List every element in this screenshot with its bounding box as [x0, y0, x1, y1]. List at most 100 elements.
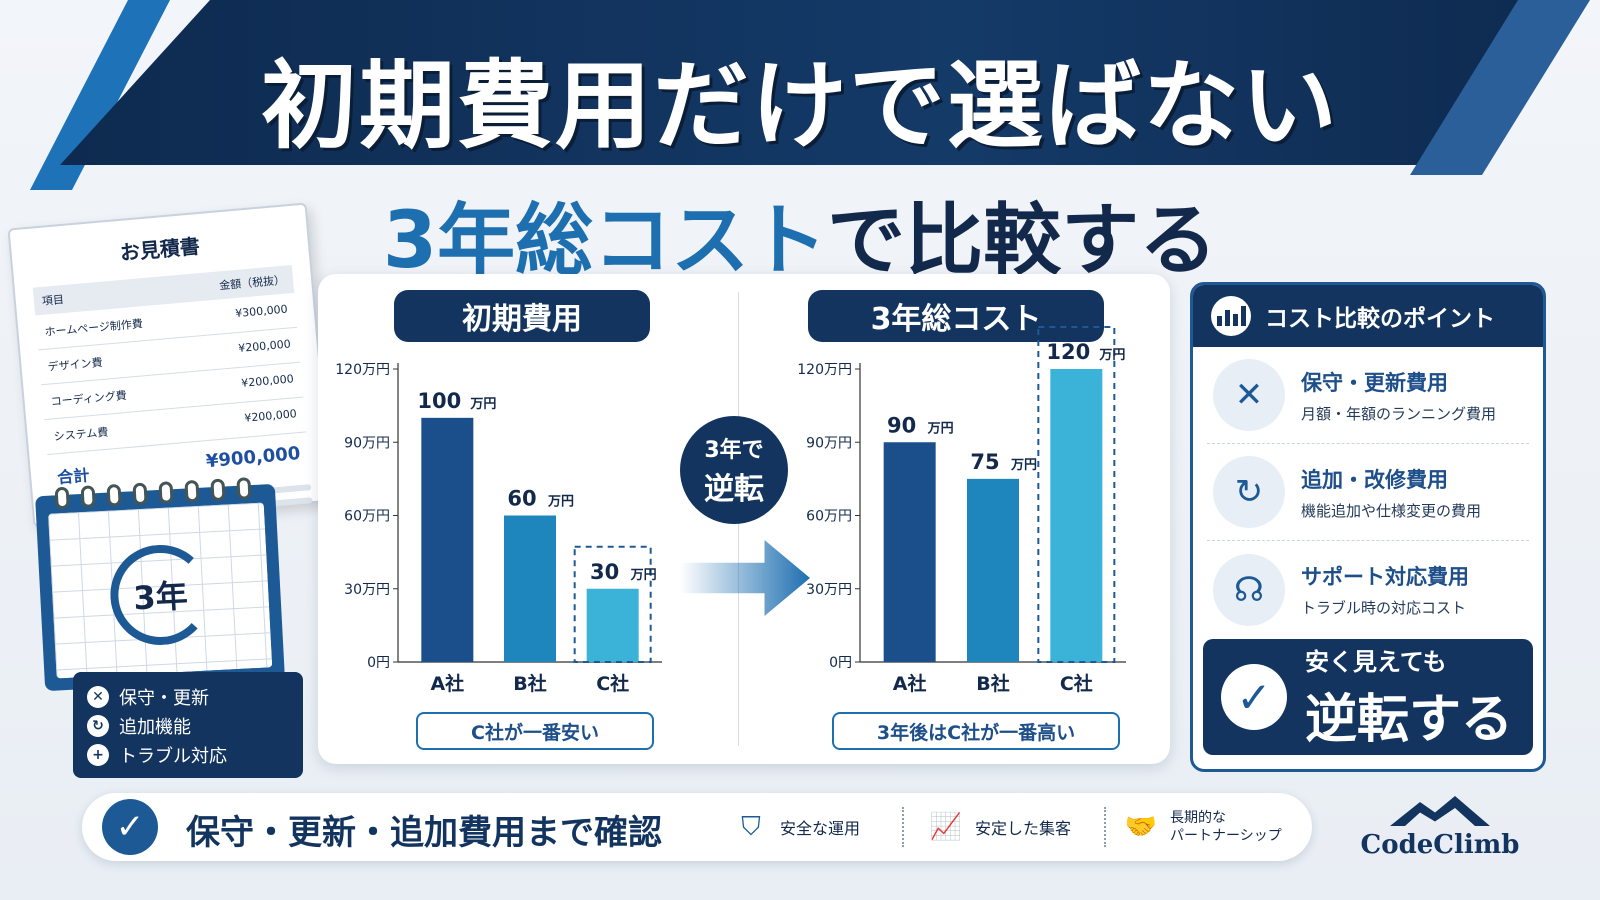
bar-value-label: 100	[417, 389, 461, 413]
bar-value-unit: 万円	[927, 421, 954, 436]
points-header: コスト比較のポイント	[1193, 285, 1543, 347]
point-desc: トラブル時の対応コスト	[1301, 599, 1467, 617]
point-item: ↻ 追加・改修費用機能追加や仕様変更の費用	[1207, 444, 1529, 541]
y-tick-label: 0円	[829, 655, 852, 671]
bottom-summary-text: 保守・更新・追加費用まで確認	[186, 813, 662, 853]
growth-chart-icon: 📈	[929, 812, 963, 842]
bar-value-label: 60	[507, 487, 536, 511]
estimate-document: お見積書 項目 金額（税抜） ホームページ制作費 ¥300,000 デザイン費 ¥2…	[7, 202, 333, 528]
calendar-illustration: 3年	[35, 477, 285, 692]
estimate-item: デザイン費	[47, 355, 104, 374]
callout-line2: 逆転する	[1305, 690, 1514, 750]
x-tick-label: A社	[430, 672, 464, 695]
reversal-callout: ✓ 安く見えても逆転する	[1203, 639, 1533, 755]
estimate-item: ホームページ制作費	[44, 317, 144, 339]
feature-item: ⛉ 安全な運用	[732, 803, 860, 851]
feature-item: 🤝 長期的な パートナーシップ	[1122, 803, 1282, 851]
estimate-amount: ¥200,000	[237, 337, 292, 355]
y-tick-label: 30万円	[806, 582, 852, 598]
refresh-icon: ↻	[1213, 456, 1285, 528]
logo-text: CodeClimb	[1360, 830, 1520, 860]
feature-label: 安全な運用	[780, 819, 861, 838]
x-tick-label: B社	[976, 672, 1009, 695]
bar-value-label: 120	[1046, 340, 1090, 364]
wrench-icon: ✕	[87, 685, 109, 708]
y-tick-label: 120万円	[335, 362, 390, 378]
estimate-item: コーディング費	[50, 388, 128, 409]
tools-icon: ✕	[1213, 359, 1285, 431]
calendar-label: 3年	[132, 576, 189, 618]
check-icon: ✓	[1221, 664, 1287, 730]
x-tick-label: C社	[596, 672, 629, 695]
point-title: 追加・改修費用	[1301, 467, 1448, 492]
point-item: ☊ サポート対応費用トラブル時の対応コスト	[1207, 541, 1529, 638]
x-tick-label: C社	[1060, 672, 1093, 695]
bar-value-label: 75	[970, 450, 999, 474]
bar-value-label: 30	[590, 560, 619, 584]
estimate-amount: ¥200,000	[240, 372, 295, 390]
y-tick-label: 60万円	[344, 509, 390, 525]
highlight-box	[1037, 326, 1116, 663]
y-tick-label: 90万円	[344, 435, 390, 451]
chart-note-initial: C社が一番安い	[416, 712, 654, 750]
estimate-total-label: 合計	[56, 465, 91, 488]
refresh-icon: ↻	[87, 714, 109, 737]
left-list-item: ↻ 追加機能	[87, 711, 289, 740]
bar-value-unit: 万円	[1010, 458, 1037, 473]
headset-icon: ☊	[1213, 553, 1285, 626]
bottom-summary-bar: ✓ 保守・更新・追加費用まで確認 ⛉ 安全な運用 📈 安定した集客 🤝 長期的な パー…	[82, 793, 1312, 861]
y-tick-label: 30万円	[344, 582, 390, 598]
bar	[1050, 369, 1103, 662]
subtitle-rest: で比較する	[827, 196, 1218, 286]
estimate-col-amount: 金額（税抜）	[218, 273, 286, 293]
x-tick-label: A社	[893, 672, 927, 695]
point-item: ✕ 保守・更新費用 月額・年額のランニング費用	[1207, 347, 1529, 444]
codeclimb-logo: CodeClimb	[1360, 796, 1520, 860]
page-subtitle: 3年総コストで比較する	[0, 178, 1600, 290]
title-banner	[60, 0, 1560, 165]
mountain-logo-icon	[1390, 796, 1490, 826]
feature-separator	[1104, 807, 1106, 847]
bar	[421, 417, 474, 662]
feature-separator	[902, 807, 904, 847]
plus-icon: +	[87, 743, 109, 766]
chart-title-initial: 初期費用	[394, 290, 650, 342]
left-list-label: トラブル対応	[119, 745, 227, 767]
y-tick-label: 90万円	[806, 435, 852, 451]
left-list-label: 保守・更新	[119, 687, 209, 709]
estimate-col-item: 項目	[41, 293, 65, 308]
feature-label: 安定した集客	[975, 819, 1072, 838]
estimate-total-value: ¥900,000	[205, 443, 302, 473]
estimate-amount: ¥200,000	[243, 407, 298, 425]
bar	[504, 515, 556, 662]
bar-value-label: 90	[887, 413, 916, 437]
badge-line1: 3年で	[704, 438, 764, 463]
reversal-badge: 3年で 逆転	[680, 416, 788, 524]
bar	[586, 588, 639, 662]
left-list-label: 追加機能	[119, 716, 191, 738]
bar-chart-icon	[1211, 296, 1251, 336]
point-title: サポート対応費用	[1301, 565, 1469, 589]
estimate-item: システム費	[53, 425, 109, 444]
point-desc: 機能追加や仕様変更の費用	[1301, 501, 1482, 520]
bar	[967, 478, 1019, 662]
chart-note-3year: 3年後はC社が一番高い	[832, 712, 1120, 750]
page-title: 初期費用だけで選ばない	[261, 50, 1339, 162]
handshake-icon: 🤝	[1124, 812, 1158, 842]
left-list-item: ✕ 保守・更新	[87, 682, 289, 711]
chart-title-3year: 3年総コスト	[808, 290, 1104, 342]
y-tick-label: 120万円	[797, 362, 852, 378]
highlight-box	[573, 545, 652, 663]
bar-value-unit: 万円	[547, 495, 574, 510]
bar-value-unit: 万円	[1098, 348, 1125, 363]
point-desc: 月額・年額のランニング費用	[1301, 404, 1497, 423]
points-heading: コスト比較のポイント	[1265, 306, 1495, 332]
estimate-amount: ¥300,000	[234, 302, 289, 321]
callout-line1: 安く見えても	[1305, 648, 1447, 676]
check-icon: ✓	[102, 799, 158, 855]
subtitle-highlight: 3年総コスト	[382, 196, 828, 286]
y-tick-label: 0円	[367, 655, 390, 671]
y-tick-label: 60万円	[806, 509, 852, 525]
left-list-item: + トラブル対応	[87, 740, 289, 769]
